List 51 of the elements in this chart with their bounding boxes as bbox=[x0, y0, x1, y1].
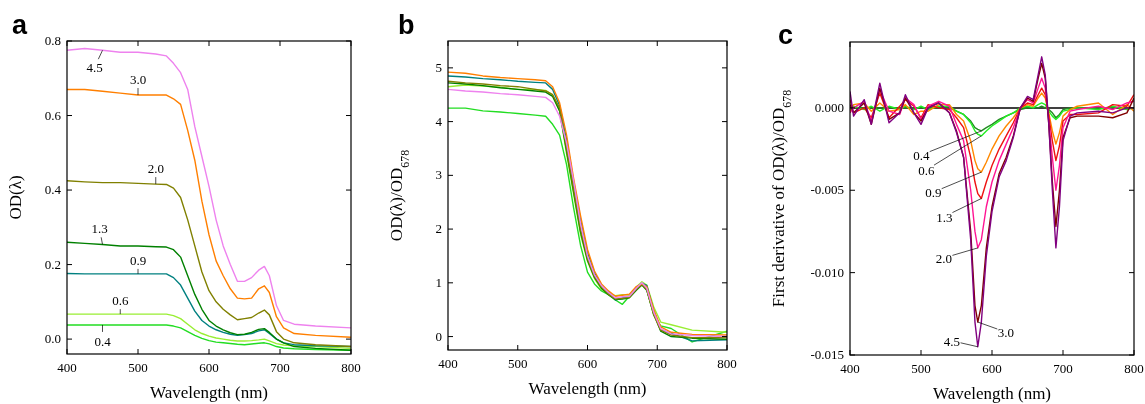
x-tick-label: 500 bbox=[911, 361, 931, 376]
chart-title: b bbox=[398, 10, 415, 40]
x-tick-label: 500 bbox=[128, 360, 148, 375]
series-label: 0.9 bbox=[129, 252, 147, 268]
text: 1.3 bbox=[936, 209, 953, 225]
x-tick-label: 700 bbox=[270, 360, 290, 375]
series-label: 3.0 bbox=[997, 325, 1014, 341]
x-tick-label: 800 bbox=[717, 356, 737, 371]
x-tick-label: 700 bbox=[1053, 361, 1073, 376]
series-label: 3.0 bbox=[129, 72, 147, 88]
series-label: 4.5 bbox=[943, 333, 960, 349]
x-axis-title: Wavelength (nm) bbox=[528, 379, 647, 398]
y-tick-label: 0 bbox=[435, 328, 442, 344]
x-axis-title: Wavelength (nm) bbox=[149, 383, 269, 402]
text: 0.4 bbox=[913, 147, 930, 163]
x-tick-label: 600 bbox=[577, 356, 598, 371]
y-tick-label: 0.6 bbox=[44, 107, 62, 123]
y-tick-label: 1 bbox=[435, 274, 442, 290]
y-axis-title: OD(λ) bbox=[6, 175, 25, 220]
x-tick-label: 400 bbox=[438, 356, 458, 371]
x-tick-label: 700 bbox=[647, 356, 667, 371]
y-tick-label: 0.000 bbox=[814, 99, 844, 115]
series-label: 2.0 bbox=[147, 161, 164, 177]
y-tick-label: -0.015 bbox=[810, 347, 844, 362]
x-tick-label: 800 bbox=[1124, 361, 1144, 376]
series-label: 1.3 bbox=[91, 221, 108, 237]
x-axis-title: Wavelength (nm) bbox=[932, 384, 1052, 403]
y-tick-label: 4 bbox=[435, 113, 443, 129]
x-tick-label: 400 bbox=[840, 361, 860, 376]
x-tick-label: 600 bbox=[982, 361, 1002, 376]
x-tick-label: 500 bbox=[508, 356, 528, 371]
text: 0.9 bbox=[925, 185, 942, 201]
series-label: 4.5 bbox=[86, 60, 103, 76]
y-tick-label: 0.2 bbox=[44, 256, 61, 272]
y-tick-label: -0.010 bbox=[810, 264, 844, 280]
x-tick-label: 600 bbox=[199, 360, 219, 375]
chart-title: a bbox=[12, 10, 28, 40]
y-tick-label: 0.8 bbox=[44, 33, 61, 48]
y-tick-label: 3 bbox=[435, 167, 442, 183]
y-tick-label: 0.4 bbox=[44, 182, 62, 198]
y-tick-label: 0.0 bbox=[44, 331, 61, 347]
series-label: 0.4 bbox=[94, 333, 112, 349]
chart-title: c bbox=[778, 20, 794, 50]
y-tick-label: -0.005 bbox=[810, 182, 844, 198]
text: 2.0 bbox=[935, 250, 952, 266]
y-tick-label: 5 bbox=[435, 59, 442, 75]
x-tick-label: 400 bbox=[57, 360, 77, 375]
x-tick-label: 800 bbox=[341, 360, 361, 375]
series-label: 0.6 bbox=[112, 293, 129, 309]
text: 0.6 bbox=[918, 162, 935, 178]
y-tick-label: 2 bbox=[435, 221, 442, 237]
